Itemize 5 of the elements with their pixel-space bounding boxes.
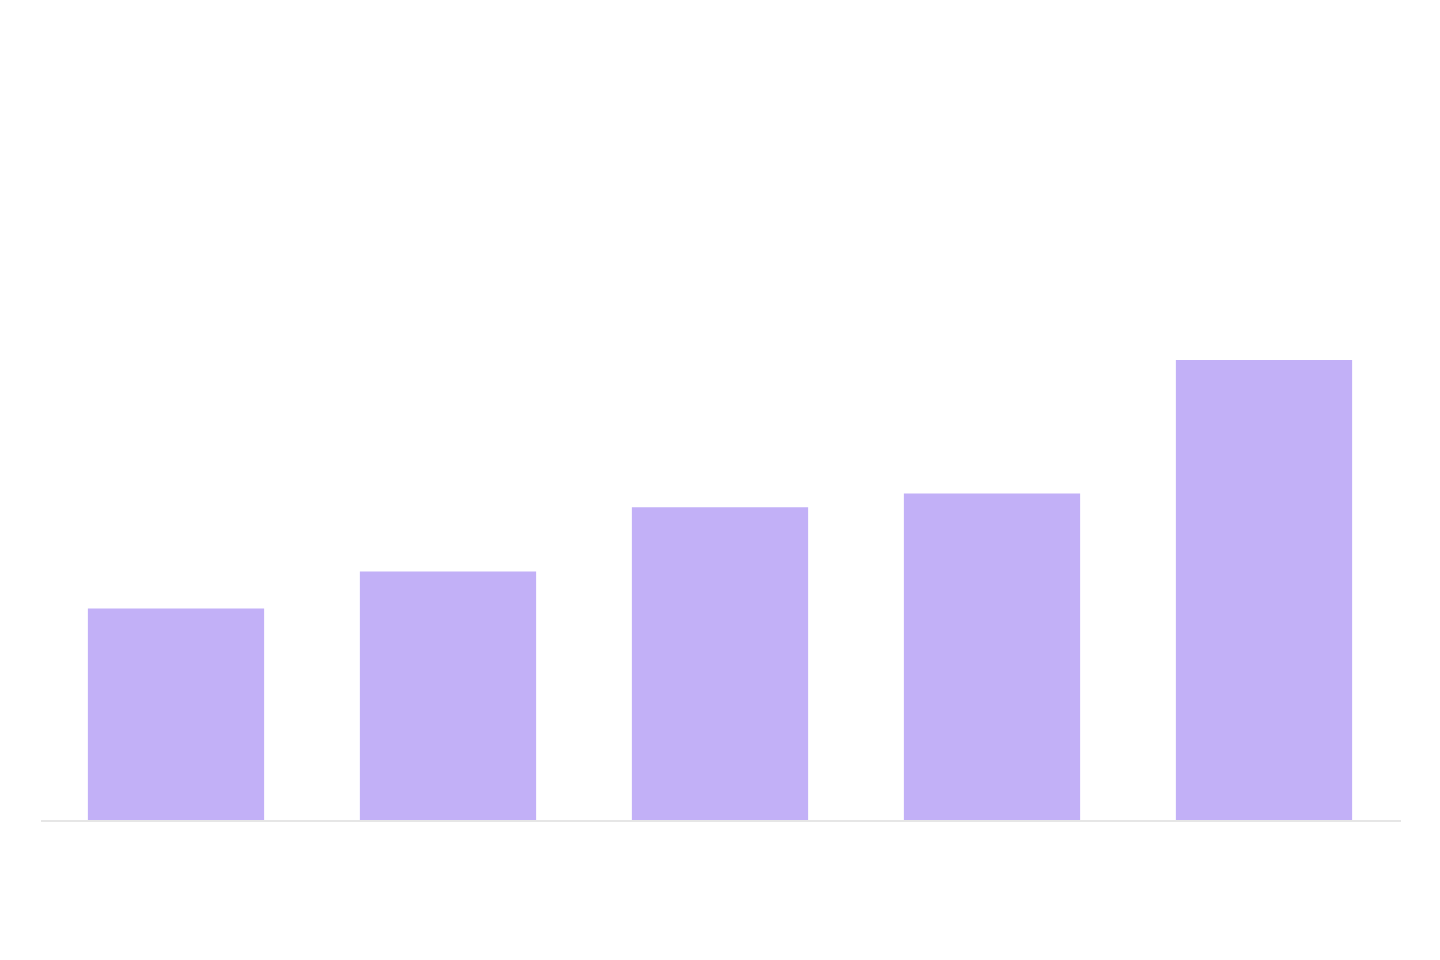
bar xyxy=(1175,360,1353,820)
bar xyxy=(87,608,265,820)
bar xyxy=(903,493,1081,820)
bar xyxy=(359,571,537,820)
bar xyxy=(631,507,809,820)
